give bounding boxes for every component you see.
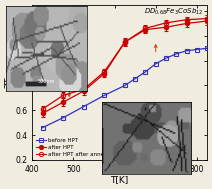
X-axis label: T[K]: T[K] [111,175,129,184]
Legend: before HPT, after HPT, after HPT after annealing: before HPT, after HPT, after HPT after a… [35,138,118,157]
Text: 500nm: 500nm [38,79,55,84]
Text: DD$_{0.68}$Fe$_{3}$CoSb$_{12}$: DD$_{0.68}$Fe$_{3}$CoSb$_{12}$ [144,6,204,17]
Y-axis label: ZT: ZT [5,77,14,88]
